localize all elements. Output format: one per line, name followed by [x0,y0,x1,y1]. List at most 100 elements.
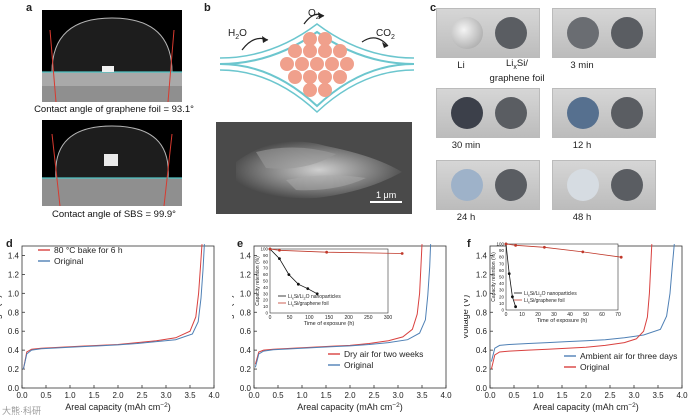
x-tick-label: 2.0 [344,391,356,400]
caption-graphene-contact-angle: Contact angle of graphene foil = 93.1° [34,104,194,115]
x-tick-label: 3.5 [184,391,196,400]
y-tick-label: 0.6 [240,327,252,336]
inset-x-axis-label: Time of exposure (h) [537,318,588,324]
inset-y-tick-label: 70 [499,261,505,266]
inset-point [325,250,329,254]
inset-series-line [269,248,318,295]
photo-tile-24h [436,160,540,210]
inset-point [504,242,508,246]
photo-tile-initial [436,8,540,58]
x-tick-label: 2.5 [604,391,616,400]
x-tick-label: 0.5 [508,391,520,400]
y-tick-label: 1.2 [240,270,252,279]
photo-tile-48h [552,160,656,210]
label-o2: O2 [308,8,320,21]
x-tick-label: 3.0 [160,391,172,400]
inset-y-tick-label: 80 [499,255,505,260]
lisi-particles [280,32,354,97]
panel-label-c: c [430,2,437,14]
inset-y-tick-label: 20 [499,294,505,299]
panel-label-f: f [467,238,471,250]
y-tick-label: 0.2 [476,365,488,374]
scale-bar-label: 1 μm [376,190,396,200]
inset-series-line [269,248,403,254]
x-tick-label: 1.0 [296,391,308,400]
x-tick-label: 1.0 [64,391,76,400]
series-line-dry-air-for-two-weeks [254,244,423,365]
inset-x-tick-label: 200 [344,315,353,321]
inset-point [268,247,272,251]
y-tick-label: 0.0 [240,384,252,393]
series-line-original [22,244,205,370]
label-li: Li [457,60,465,71]
label-30min: 30 min [451,140,481,151]
inset-point [507,272,511,276]
chart-d: 0.0 0.5 1.0 1.5 2.0 2.5 3.0 3.5 4.0 0.0 0.2 0.4 0.6 0… [0,244,220,412]
y-tick-label: 0.6 [476,327,488,336]
y-tick-label: 0.8 [240,308,252,317]
inset-y-tick-label: 10 [499,301,505,306]
photo-tile-3min [552,8,656,58]
inset-y-tick-label: 40 [263,285,269,290]
x-tick-label: 3.5 [416,391,428,400]
series-line-ambient-air-for-three-days [490,244,675,362]
y-tick-label: 1.2 [476,270,488,279]
legend-entry: Dry air for two weeks [344,349,423,359]
label-lisi-graphene-foil: LixSi/graphene foil [489,58,545,84]
y-tick-label: 1.4 [8,251,20,260]
label-h2o: H2O [228,28,247,41]
inset-y-tick-label: 50 [263,279,269,284]
label-co2: CO2 [376,28,395,41]
inset-legend-entry: LixSi/graphene foil [288,301,329,308]
chart-e: 0.0 0.5 1.0 1.5 2.0 2.5 3.0 3.5 4.0 0.0 0.2 0.4 0.6 0… [232,244,452,412]
encapsulation-schematic: H2O O2 CO2 [219,8,415,114]
co2-deflect-arrow [361,37,389,47]
inset-y-axis-label: Capacity retention (%) [255,256,261,306]
inset-y-tick-label: 30 [263,291,269,296]
inset-legend-entry: LixSi/Li2O nanoparticles [288,294,341,301]
x-tick-label: 3.0 [628,391,640,400]
chart-f: 0.0 0.5 1.0 1.5 2.0 2.5 3.0 3.5 4.0 0.0 0.2 0.4 0.6 0… [464,242,688,413]
inset-x-tick-label: 50 [287,315,293,321]
inset-y-tick-label: 90 [263,253,269,258]
inset-y-tick-label: 90 [499,248,505,253]
x-tick-label: 2.0 [112,391,124,400]
inset-y-axis-label: Capacity retention (%) [491,252,497,302]
inset-series-line [505,243,516,307]
label-3min: 3 min [570,60,594,71]
x-tick-label: 3.0 [392,391,404,400]
y-tick-label: 1.4 [476,251,488,260]
series-line-original [254,244,432,368]
y-tick-label: 1.0 [8,289,20,298]
legend-entry: Original [344,360,373,370]
x-tick-label: 1.5 [556,391,568,400]
inset-y-tick-label: 20 [263,298,269,303]
y-tick-label: 0.4 [8,346,20,355]
y-tick-label: 0.4 [476,346,488,355]
inset-x-tick-label: 0 [505,312,508,318]
legend-entry: Original [580,362,609,372]
plot-frame [21,245,215,389]
inset-y-tick-label: 100 [496,242,504,247]
y-tick-label: 0.0 [8,384,20,393]
y-axis-label: Voltage (V) [464,295,470,340]
y-axis-label: Voltage (V) [0,295,2,340]
y-tick-label: 0.2 [8,365,20,374]
graphene-foil-top [219,30,415,65]
inset-x-tick-label: 20 [535,312,541,318]
inset-x-axis-label: Time of exposure (h) [304,321,355,327]
x-tick-label: 2.0 [580,391,592,400]
x-tick-label: 4.0 [208,391,220,400]
y-tick-label: 0.2 [240,365,252,374]
x-axis-label: Areal capacity (mAh cm−2) [533,402,638,412]
y-tick-label: 0.8 [476,308,488,317]
inset-point [315,292,319,296]
x-tick-label: 0.5 [272,391,284,400]
label-24h: 24 h [456,212,476,223]
inset-y-tick-label: 0 [501,308,504,313]
li-disc [451,17,483,49]
inset-y-tick-label: 0 [265,311,268,316]
x-tick-label: 0.0 [248,391,260,400]
inset-x-tick-label: 250 [364,315,373,321]
caption-sbs-contact-angle: Contact angle of SBS = 99.9° [52,209,176,220]
